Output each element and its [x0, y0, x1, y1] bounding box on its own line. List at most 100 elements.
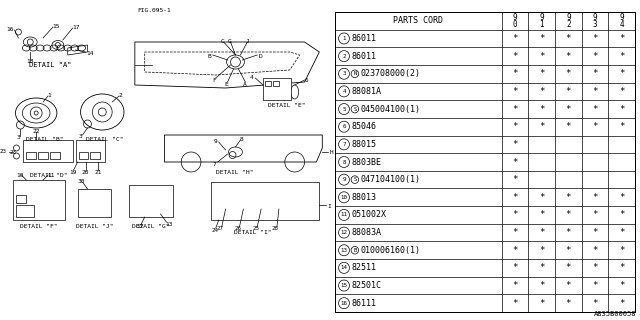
Text: 0: 0	[513, 20, 517, 28]
Text: 023708000(2): 023708000(2)	[360, 69, 420, 78]
Text: *: *	[593, 228, 598, 237]
Text: 010006160(1): 010006160(1)	[360, 246, 420, 255]
Text: *: *	[539, 87, 545, 96]
Text: 15: 15	[340, 283, 348, 288]
Text: G: G	[228, 38, 231, 44]
Text: 7: 7	[212, 162, 216, 166]
Text: DETAIL "A": DETAIL "A"	[29, 62, 71, 68]
Text: 25: 25	[252, 227, 259, 231]
Text: *: *	[539, 69, 545, 78]
Text: *: *	[619, 69, 625, 78]
Text: *: *	[512, 105, 518, 114]
Text: *: *	[566, 263, 571, 272]
Text: 20: 20	[81, 170, 89, 174]
Text: *: *	[566, 281, 571, 290]
Text: *: *	[593, 193, 598, 202]
Text: *: *	[593, 211, 598, 220]
Text: 1: 1	[47, 92, 51, 98]
Text: *: *	[512, 193, 518, 202]
Text: 3: 3	[17, 134, 20, 140]
Text: 4: 4	[620, 20, 624, 28]
Text: *: *	[619, 246, 625, 255]
Text: *: *	[566, 105, 571, 114]
Text: DETAIL "I": DETAIL "I"	[234, 230, 271, 235]
Bar	[17, 205, 34, 217]
Text: *: *	[512, 140, 518, 149]
Text: *: *	[512, 246, 518, 255]
Text: 28: 28	[272, 227, 279, 231]
Text: 86011: 86011	[352, 34, 377, 43]
Text: 3: 3	[593, 20, 597, 28]
Bar	[38, 152, 48, 159]
Text: *: *	[512, 281, 518, 290]
Bar	[265, 81, 271, 86]
Text: *: *	[539, 263, 545, 272]
Text: A: A	[243, 82, 247, 86]
Text: *: *	[619, 52, 625, 60]
Text: 9: 9	[342, 177, 346, 182]
Text: *: *	[512, 175, 518, 184]
Text: *: *	[619, 281, 625, 290]
Text: 9: 9	[513, 13, 517, 22]
Text: 85046: 85046	[352, 122, 377, 131]
Text: *: *	[619, 228, 625, 237]
Text: *: *	[539, 122, 545, 131]
Text: 24: 24	[212, 228, 219, 233]
Text: 12: 12	[340, 230, 348, 235]
Text: 5: 5	[342, 107, 346, 112]
Text: 8: 8	[342, 159, 346, 164]
Text: DETAIL "F": DETAIL "F"	[20, 225, 58, 229]
Text: *: *	[593, 263, 598, 272]
Text: *: *	[566, 69, 571, 78]
Text: 16: 16	[7, 27, 14, 31]
Text: 18: 18	[26, 59, 34, 63]
Text: *: *	[593, 69, 598, 78]
Bar	[79, 152, 88, 159]
Text: *: *	[539, 52, 545, 60]
Bar	[50, 152, 60, 159]
Text: *: *	[619, 87, 625, 96]
Text: C: C	[221, 38, 225, 44]
Bar	[17, 195, 26, 203]
Text: *: *	[512, 34, 518, 43]
Text: 13: 13	[165, 222, 173, 228]
Text: 19: 19	[70, 170, 77, 174]
Text: 4: 4	[342, 89, 346, 94]
Text: *: *	[593, 52, 598, 60]
Text: 9: 9	[540, 13, 544, 22]
Text: F: F	[212, 77, 216, 83]
Bar	[90, 152, 100, 159]
Bar	[26, 152, 36, 159]
Text: 051002X: 051002X	[352, 211, 387, 220]
Text: *: *	[566, 228, 571, 237]
Text: DETAIL "E": DETAIL "E"	[268, 102, 305, 108]
Text: 26: 26	[234, 227, 241, 231]
Text: *: *	[593, 299, 598, 308]
Text: PARTS CORD: PARTS CORD	[394, 16, 444, 25]
Text: 12: 12	[136, 225, 143, 229]
Text: I: I	[327, 204, 331, 209]
Text: 86011: 86011	[352, 52, 377, 60]
Text: 1: 1	[540, 20, 544, 28]
Text: 6: 6	[305, 77, 308, 83]
Text: DETAIL "G": DETAIL "G"	[132, 225, 170, 229]
Text: 11: 11	[340, 212, 348, 218]
Text: 17: 17	[73, 25, 80, 29]
Text: 9: 9	[593, 13, 597, 22]
Text: 10: 10	[340, 195, 348, 200]
Bar	[273, 81, 279, 86]
Text: B: B	[208, 53, 212, 59]
Text: 4: 4	[250, 75, 253, 79]
Text: *: *	[619, 193, 625, 202]
Text: H: H	[329, 149, 333, 155]
Text: 7: 7	[342, 142, 346, 147]
Text: B: B	[353, 248, 356, 253]
Text: *: *	[512, 69, 518, 78]
Text: 86111: 86111	[352, 299, 377, 308]
Text: 047104100(1): 047104100(1)	[360, 175, 420, 184]
Text: 9: 9	[620, 13, 624, 22]
Text: E: E	[225, 82, 228, 86]
Text: *: *	[512, 299, 518, 308]
Text: DETAIL "J": DETAIL "J"	[76, 225, 113, 229]
Text: *: *	[512, 228, 518, 237]
